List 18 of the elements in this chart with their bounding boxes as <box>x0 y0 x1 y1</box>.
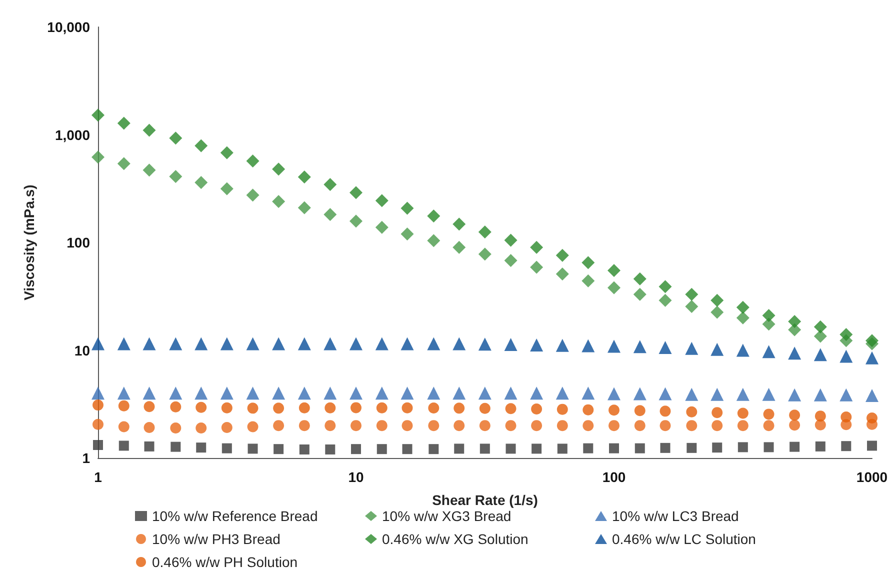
y-tick-label: 1,000 <box>54 126 90 143</box>
legend-label: 10% w/w LC3 Bread <box>612 508 739 524</box>
y-tick-label: 10,000 <box>47 19 90 35</box>
y-tick-label: 10 <box>74 342 90 358</box>
legend-label: 0.46% w/w XG Solution <box>382 531 528 547</box>
y-tick-label: 100 <box>66 234 90 250</box>
x-tick-label: 10 <box>348 469 364 485</box>
y-tick-label: 1 <box>82 450 90 466</box>
legend-label: 10% w/w PH3 Bread <box>152 531 280 547</box>
legend-label: 0.46% w/w LC Solution <box>612 531 756 547</box>
y-axis-title: Viscosity (mPa.s) <box>21 184 37 300</box>
legend-label: 10% w/w XG3 Bread <box>382 508 512 524</box>
x-axis-title: Shear Rate (1/s) <box>432 492 538 508</box>
x-tick-label: 100 <box>602 469 626 485</box>
x-tick-label: 1 <box>94 469 102 485</box>
legend-label: 10% w/w Reference Bread <box>152 508 318 524</box>
legend-label: 0.46% w/w PH Solution <box>152 554 298 570</box>
x-tick-label: 1000 <box>856 469 888 485</box>
